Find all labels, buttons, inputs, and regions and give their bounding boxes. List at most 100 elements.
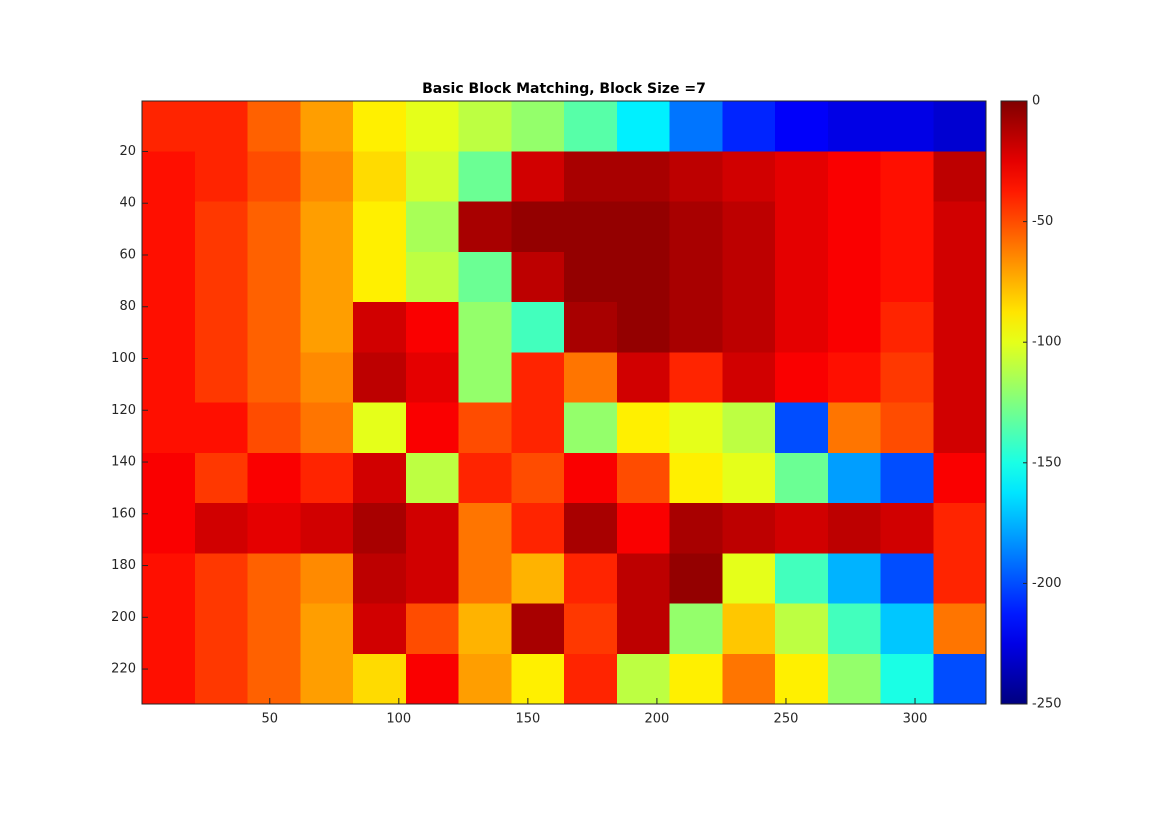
cell [564, 352, 618, 404]
cell [722, 452, 776, 504]
cell [247, 553, 301, 605]
colorbar [1000, 100, 1028, 705]
cell [669, 402, 723, 454]
cell [247, 151, 301, 203]
cell [933, 603, 987, 655]
x-tick-label: 200 [645, 712, 670, 727]
cell [405, 352, 460, 404]
cell [511, 101, 565, 152]
cell [300, 452, 354, 504]
cell [511, 201, 565, 253]
cell [616, 503, 671, 554]
cell [880, 503, 934, 554]
cell [722, 402, 776, 454]
cell [511, 653, 565, 705]
cell [722, 151, 776, 203]
cell [142, 402, 196, 454]
cell [405, 452, 460, 504]
cell [775, 402, 829, 454]
cell [194, 302, 249, 353]
cell [247, 402, 301, 454]
y-tick-label: 200 [111, 610, 136, 625]
cell [616, 201, 671, 253]
cell [616, 653, 671, 705]
cell [564, 402, 618, 454]
cell [722, 201, 776, 253]
cell [669, 352, 723, 404]
cell [669, 302, 723, 353]
cell [564, 302, 618, 353]
cell [405, 201, 460, 253]
cell [722, 302, 776, 353]
cell [300, 402, 354, 454]
cell [933, 653, 987, 705]
cell [775, 452, 829, 504]
cell [933, 452, 987, 504]
cell [564, 452, 618, 504]
cell [775, 302, 829, 353]
cell [669, 251, 723, 303]
cell [669, 503, 723, 554]
cell [458, 653, 512, 705]
cell [458, 452, 512, 504]
y-tick-label: 100 [111, 351, 136, 366]
cell [142, 251, 196, 303]
cell [511, 503, 565, 554]
cell [458, 553, 512, 605]
cell [669, 101, 723, 152]
cell [880, 352, 934, 404]
cell [300, 352, 354, 404]
y-tick-label: 20 [119, 144, 136, 159]
cell [616, 101, 671, 152]
cell [933, 251, 987, 303]
cell [194, 653, 249, 705]
cell [194, 201, 249, 253]
y-tick-label: 60 [119, 247, 136, 262]
cell [880, 653, 934, 705]
cell [300, 101, 354, 152]
cell [564, 503, 618, 554]
y-tick-label: 220 [111, 662, 136, 677]
cell [616, 452, 671, 504]
image [142, 101, 987, 705]
colorbar-tick-label: -100 [1032, 335, 1062, 350]
cell [353, 302, 407, 353]
cell [353, 402, 407, 454]
cell [616, 352, 671, 404]
cell [458, 201, 512, 253]
x-tick-label: 50 [261, 712, 278, 727]
cell [511, 302, 565, 353]
cell [880, 101, 934, 152]
cell [247, 101, 301, 152]
cell [194, 101, 249, 152]
cell [300, 653, 354, 705]
cell [353, 503, 407, 554]
colorbar-tick-label: -200 [1032, 576, 1062, 591]
cell [511, 352, 565, 404]
cell [722, 101, 776, 152]
cell [300, 553, 354, 605]
cell [458, 151, 512, 203]
cell [880, 603, 934, 655]
x-tick-label: 300 [903, 712, 928, 727]
cell [775, 553, 829, 605]
cell [827, 101, 882, 152]
cell [142, 503, 196, 554]
cell [194, 452, 249, 504]
cell [564, 553, 618, 605]
cell [142, 101, 196, 152]
cell [880, 402, 934, 454]
cell [458, 251, 512, 303]
cell [827, 402, 882, 454]
x-tick-label: 150 [515, 712, 540, 727]
cell [300, 251, 354, 303]
cell [353, 352, 407, 404]
cell [194, 553, 249, 605]
cell [353, 201, 407, 253]
cell [247, 201, 301, 253]
cell [247, 251, 301, 303]
cell [722, 653, 776, 705]
cell [458, 603, 512, 655]
cell [775, 251, 829, 303]
